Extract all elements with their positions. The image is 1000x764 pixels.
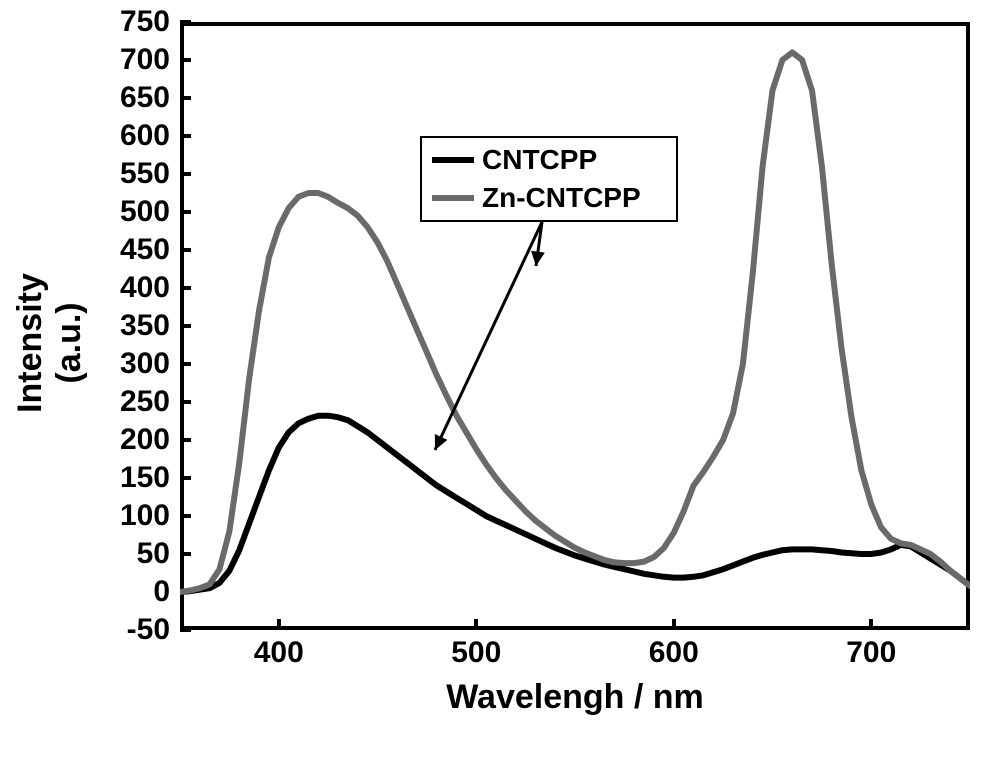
legend-arrow-head bbox=[531, 251, 545, 266]
series-CNTCPP bbox=[180, 416, 970, 592]
legend-arrow-line bbox=[435, 222, 542, 450]
legend-box: CNTCPP Zn-CNTCPP bbox=[420, 136, 678, 222]
series-Zn-CNTCPP bbox=[180, 52, 970, 592]
legend-label: Zn-CNTCPP bbox=[482, 182, 641, 214]
chart-figure: -500501001502002503003504004505005506006… bbox=[0, 0, 1000, 764]
legend-label: CNTCPP bbox=[482, 144, 597, 176]
legend-item: CNTCPP bbox=[432, 144, 666, 176]
legend-swatch bbox=[432, 157, 474, 163]
legend-item: Zn-CNTCPP bbox=[432, 182, 666, 214]
legend-swatch bbox=[432, 195, 474, 201]
chart-svg bbox=[0, 0, 1000, 764]
